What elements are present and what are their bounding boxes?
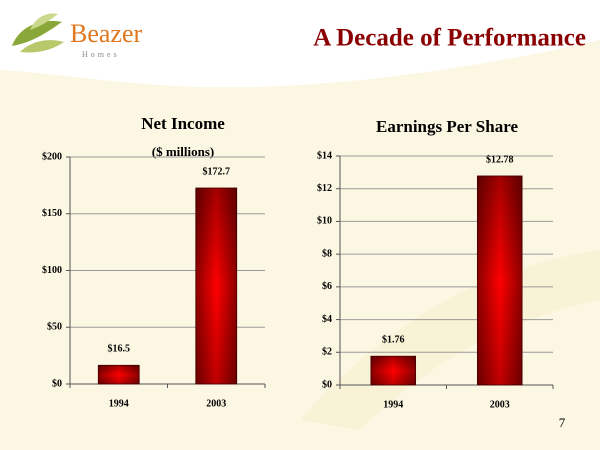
- y-tick-label: $2: [322, 347, 332, 358]
- slide-title: A Decade of Performance: [313, 25, 586, 52]
- y-tick-label: $150: [42, 208, 62, 219]
- logo-leaf: [12, 13, 64, 53]
- x-tick-label: 2003: [206, 398, 226, 409]
- page-number: 7: [559, 415, 566, 430]
- logo-name: Beazer: [70, 19, 143, 48]
- value-label: $172.7: [203, 166, 231, 177]
- y-tick-label: $0: [322, 379, 332, 390]
- chart-title-box: Earnings Per Share: [376, 117, 518, 136]
- y-tick-label: $10: [317, 216, 332, 227]
- y-tick-label: $8: [322, 248, 332, 259]
- y-tick-label: $6: [322, 281, 332, 292]
- y-tick-label: $0: [52, 378, 62, 389]
- x-tick-label: 2003: [490, 399, 510, 410]
- y-tick-label: $4: [322, 314, 332, 325]
- chart-title-box: Net Income: [141, 114, 225, 133]
- chart-subtitle: ($ millions): [152, 144, 214, 159]
- chart-title: Net Income: [141, 114, 225, 133]
- chart-title: Earnings Per Share: [376, 117, 518, 136]
- bar-shade: [195, 187, 237, 384]
- header-wave: [0, 0, 600, 88]
- x-tick-label: 1994: [109, 398, 129, 409]
- logo-tagline: Homes: [82, 50, 120, 59]
- y-tick-label: $50: [47, 322, 62, 333]
- value-label: $16.5: [108, 344, 131, 355]
- y-tick-label: $14: [317, 150, 332, 161]
- y-tick-label: $200: [42, 151, 62, 162]
- bar-shade: [477, 175, 523, 385]
- bar-shade: [370, 356, 416, 385]
- x-tick-label: 1994: [383, 399, 403, 410]
- y-tick-label: $12: [317, 183, 332, 194]
- value-label: $12.78: [486, 154, 514, 165]
- y-tick-label: $100: [42, 265, 62, 276]
- bar-shade: [98, 365, 140, 384]
- value-label: $1.76: [382, 335, 405, 346]
